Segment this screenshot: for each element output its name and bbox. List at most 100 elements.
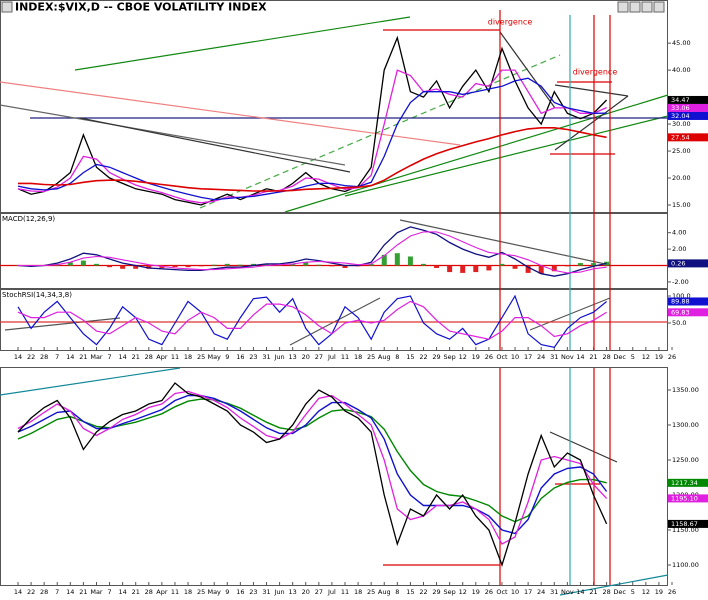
x-tick-label: 19: [472, 588, 480, 596]
x-tick-label: 11: [341, 588, 349, 596]
histogram-bar: [394, 253, 400, 266]
x-tick-label: 12: [642, 353, 650, 361]
tool-icon[interactable]: [629, 1, 641, 13]
toolbar: [1, 1, 665, 13]
histogram-bar: [316, 264, 322, 266]
x-tick-label: Mar: [90, 588, 103, 596]
annotation: divergence: [573, 68, 618, 77]
x-tick-label: 27: [315, 588, 323, 596]
x-tick-label: Jul: [327, 353, 336, 361]
x-tick-label: 7: [107, 588, 111, 596]
x-tick-label: 14: [576, 353, 584, 361]
trendlines: [0, 10, 669, 596]
y-tick-label: 15.00: [672, 201, 691, 209]
histogram-bar: [434, 265, 440, 268]
value-label-box: [668, 259, 708, 268]
y-tick-label: 1150.00: [672, 526, 699, 534]
y-tick-label: 1300.00: [672, 421, 699, 429]
x-tick-label: 26: [485, 353, 493, 361]
histogram-bar: [198, 265, 204, 267]
tool-icon[interactable]: [641, 1, 653, 13]
x-tick-label: 29: [432, 588, 440, 596]
x-tick-label: 20: [302, 588, 310, 596]
x-tick-label: Aug: [378, 588, 391, 596]
y-tick-label: 20.00: [672, 174, 691, 182]
x-tick-label: 21: [79, 588, 87, 596]
x-tick-label: 21: [589, 588, 597, 596]
x-tick-label: Mar: [90, 353, 103, 361]
tool-icon[interactable]: [653, 1, 665, 13]
histogram-bar: [172, 265, 178, 268]
x-tick-label: 9: [225, 353, 229, 361]
x-tick-label: May: [207, 588, 221, 596]
value-label: 69.83: [671, 308, 690, 316]
x-tick-label: 14: [14, 353, 22, 361]
x-tick-label: 14: [118, 588, 126, 596]
x-tick-label: Apr: [156, 353, 168, 361]
x-tick-label: 16: [236, 588, 244, 596]
x-tick-label: 22: [419, 588, 427, 596]
x-tick-label: May: [207, 353, 221, 361]
x-tick-label: 31: [550, 588, 558, 596]
x-tick-label: 29: [432, 353, 440, 361]
x-tick-label: 28: [145, 353, 153, 361]
x-tick-label: 15: [406, 353, 414, 361]
x-tick-label: 24: [537, 353, 545, 361]
x-tick-label: 26: [485, 588, 493, 596]
x-tick-label: 31: [262, 353, 270, 361]
x-tick-label: 7: [107, 353, 111, 361]
histogram-bar: [107, 265, 113, 268]
histogram-bar: [146, 265, 152, 269]
histogram-bar: [551, 265, 557, 272]
series-line: [18, 231, 607, 274]
title-box: [13, 1, 231, 13]
x-tick-label: Dec: [613, 353, 626, 361]
x-tick-label: Oct: [496, 588, 508, 596]
x-tick-label: 27: [315, 353, 323, 361]
tool-icon[interactable]: [617, 1, 629, 13]
x-tick-label: 12: [459, 588, 467, 596]
panel-title: StochRSI(14,34,3,8): [2, 291, 72, 299]
menu-icon[interactable]: [1, 1, 13, 13]
series-line: [17, 294, 607, 348]
value-label: 32.04: [671, 112, 690, 120]
x-tick-label: Nov: [561, 353, 574, 361]
x-tick-label: 25: [367, 588, 375, 596]
series-line: [17, 382, 608, 568]
trendline: [74, 16, 411, 71]
x-tick-label: 22: [27, 353, 35, 361]
x-tick-label: Jul: [327, 588, 336, 596]
histogram-bar: [303, 262, 309, 266]
series-line: [17, 394, 608, 535]
histogram-bar: [120, 265, 126, 269]
histogram-bar: [342, 265, 348, 268]
value-label: 1158.67: [671, 520, 698, 528]
x-tick-label: 25: [197, 588, 205, 596]
x-tick-label: 22: [419, 353, 427, 361]
x-tick-label: 21: [589, 353, 597, 361]
x-tick-label: 21: [79, 353, 87, 361]
series-line: [17, 300, 607, 340]
value-label: 1195.10: [671, 494, 698, 502]
trendline: [554, 84, 629, 97]
x-tick-label: 18: [354, 588, 362, 596]
histogram-bar: [407, 256, 413, 266]
x-tick-label: 5: [631, 353, 635, 361]
x-tick-label: Sep: [444, 588, 456, 596]
chart-title: INDEX:$VIX,D -- CBOE VOLATILITY INDEX: [15, 1, 267, 14]
series-line: [17, 226, 607, 277]
trendline: [399, 219, 611, 266]
x-tick-label: 19: [472, 353, 480, 361]
trendline: [344, 115, 669, 197]
x-tick-label: 14: [66, 588, 74, 596]
histogram-bar: [499, 263, 505, 266]
histogram-bar: [473, 265, 479, 273]
panel-title: MACD(12,26,9): [2, 215, 55, 223]
histogram-bar: [460, 265, 466, 273]
x-tick-label: 17: [524, 588, 532, 596]
trendline: [554, 95, 629, 151]
value-label-box: [668, 95, 708, 104]
x-tick-label: 23: [249, 588, 257, 596]
x-tick-label: 17: [524, 353, 532, 361]
